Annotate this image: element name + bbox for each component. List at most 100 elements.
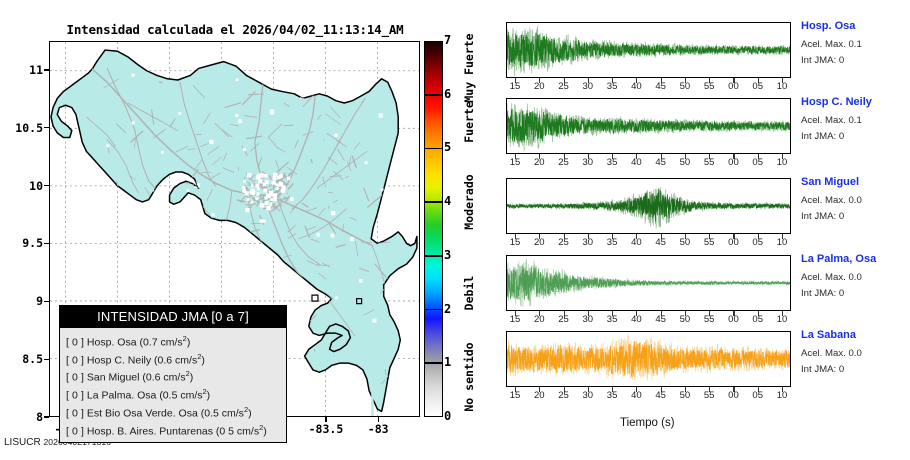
seismogram-tick (709, 154, 711, 159)
city-marker (245, 207, 250, 213)
seismogram-tick (563, 78, 565, 83)
map-y-tick-label: 8 (36, 410, 43, 424)
seismogram-tick-label: 10 (776, 157, 788, 168)
seismogram-tick-label: 00 (728, 237, 739, 248)
seismogram-tick-label: 50 (679, 237, 691, 248)
legend-index: [ 0 ] (66, 336, 85, 349)
colorbar-category-label: No sentido (462, 342, 476, 412)
legend-title: INTENSIDAD JMA [0 a 7] (60, 306, 286, 328)
seismogram-tick (782, 311, 784, 316)
colorbar-tick (424, 362, 443, 365)
seismogram-tick-label: 10 (776, 237, 788, 248)
seismogram-tick (515, 154, 517, 159)
legend-value-close: ) (206, 389, 211, 402)
colorbar-category-label: Moderado (462, 174, 476, 230)
city-marker (349, 237, 354, 242)
seismogram-tick-label: 40 (631, 314, 642, 325)
station-name[interactable]: La Sabana (801, 329, 857, 341)
seismogram-tick-label: 05 (752, 81, 763, 92)
city-marker (238, 119, 242, 124)
seismogram-tick (782, 234, 784, 239)
colorbar-tick-label: 6 (444, 86, 452, 101)
seismogram-tick-label: 30 (582, 81, 594, 92)
colorbar-tick-label: 4 (444, 194, 452, 209)
legend-unit-exponent: 2 (185, 369, 190, 379)
seismogram-tick-label: 35 (606, 237, 618, 248)
legend-value-close: ) (189, 371, 194, 384)
station-name[interactable]: Hosp C. Neily (801, 96, 872, 108)
seismogram-plot[interactable] (506, 255, 791, 311)
seismogram-tick-label: 35 (606, 157, 618, 168)
city-marker (264, 200, 269, 205)
map-x-tick-label: -83.5 (308, 422, 344, 436)
map-y-tick (44, 358, 49, 360)
seismogram-tick-label: 30 (582, 157, 594, 168)
colorbar-tick (424, 308, 443, 311)
seismogram-tick (515, 311, 517, 316)
station-int-jma: Int JMA: 0 (801, 131, 845, 142)
seismogram-tick-label: 45 (655, 157, 666, 168)
seismogram-plot[interactable] (506, 98, 791, 154)
seismogram-tick (515, 387, 517, 392)
seismogram-tick-label: 55 (703, 390, 715, 401)
legend-station-name: Hosp. Osa (84, 336, 140, 349)
seismogram-tick-label: 05 (752, 390, 763, 401)
seismogram-tick (684, 234, 686, 239)
map-x-tick-label: -83 (367, 422, 389, 436)
seismogram-tick-label: 10 (776, 390, 788, 401)
seismogram-plot[interactable] (506, 331, 791, 387)
city-marker (266, 205, 271, 211)
legend-station-list: [ 0 ] Hosp. Osa (0.7 cm/s 2) [ 0 ] Hosp C.… (60, 328, 286, 442)
seismogram-tick-label: 20 (533, 81, 545, 92)
map-y-tick (44, 185, 49, 187)
station-name[interactable]: San Miguel (801, 176, 860, 188)
city-marker (264, 180, 269, 185)
city-marker (280, 188, 285, 193)
legend-station-value: (0.7 cm/s (139, 336, 183, 349)
intensity-legend[interactable]: INTENSIDAD JMA [0 a 7] [ 0 ] Hosp. Osa (… (59, 305, 287, 444)
city-marker (250, 184, 254, 188)
seismogram-tick-label: 35 (606, 314, 618, 325)
city-marker (243, 180, 246, 183)
map-x-tick (325, 417, 327, 422)
city-marker (330, 233, 335, 238)
seismogram-plot[interactable] (506, 22, 791, 78)
seismogram-trace-main (507, 264, 790, 301)
legend-row: [ 0 ] Hosp. B. Aires. Puntarenas (0 5 cm… (66, 421, 286, 439)
legend-station-name: San Miguel (84, 371, 143, 384)
colorbar-tick (424, 255, 443, 257)
legend-row: [ 0 ] Hosp C. Neily (0.6 cm/s2) (66, 350, 286, 368)
city-marker (246, 198, 250, 201)
legend-station-name: Est Bio Osa Verde. Osa (84, 407, 201, 420)
city-marker (250, 200, 254, 203)
legend-station-value: (0 5 cm/s (215, 425, 260, 438)
seismogram-tick (539, 234, 541, 239)
city-marker (316, 232, 320, 237)
seismogram-tick (563, 311, 565, 316)
city-marker (334, 133, 338, 138)
seismogram-plot[interactable] (506, 178, 791, 234)
city-marker (186, 189, 190, 192)
station-name[interactable]: Hosp. Osa (801, 20, 856, 32)
station-name[interactable]: La Palma, Osa (801, 253, 877, 265)
page-title: Intensidad calculada el 2026/04/02_11:13… (66, 22, 404, 37)
city-marker (211, 296, 215, 301)
seismogram-tick (684, 311, 686, 316)
map-y-tick-label: 8.5 (22, 352, 43, 367)
seismogram-tick (757, 311, 759, 316)
seismogram-tick (757, 154, 759, 159)
seismogram-x-axis-label: Tiempo (s) (620, 417, 675, 429)
legend-index: [ 0 ] (66, 389, 85, 402)
seismogram-tick-label: 50 (679, 314, 691, 325)
map-y-tick (44, 242, 49, 245)
legend-index: [ 0 ] (66, 407, 85, 420)
seismogram-tick-label: 15 (509, 390, 521, 401)
seismogram-tick (709, 234, 711, 239)
seismogram-tick (684, 154, 686, 159)
city-marker (364, 161, 368, 165)
seismogram-trace-main (507, 31, 790, 69)
city-marker (106, 144, 110, 148)
seismogram-tick (539, 78, 541, 83)
station-int-jma: Int JMA: 0 (801, 288, 845, 299)
seismogram-tick-label: 45 (655, 314, 666, 325)
